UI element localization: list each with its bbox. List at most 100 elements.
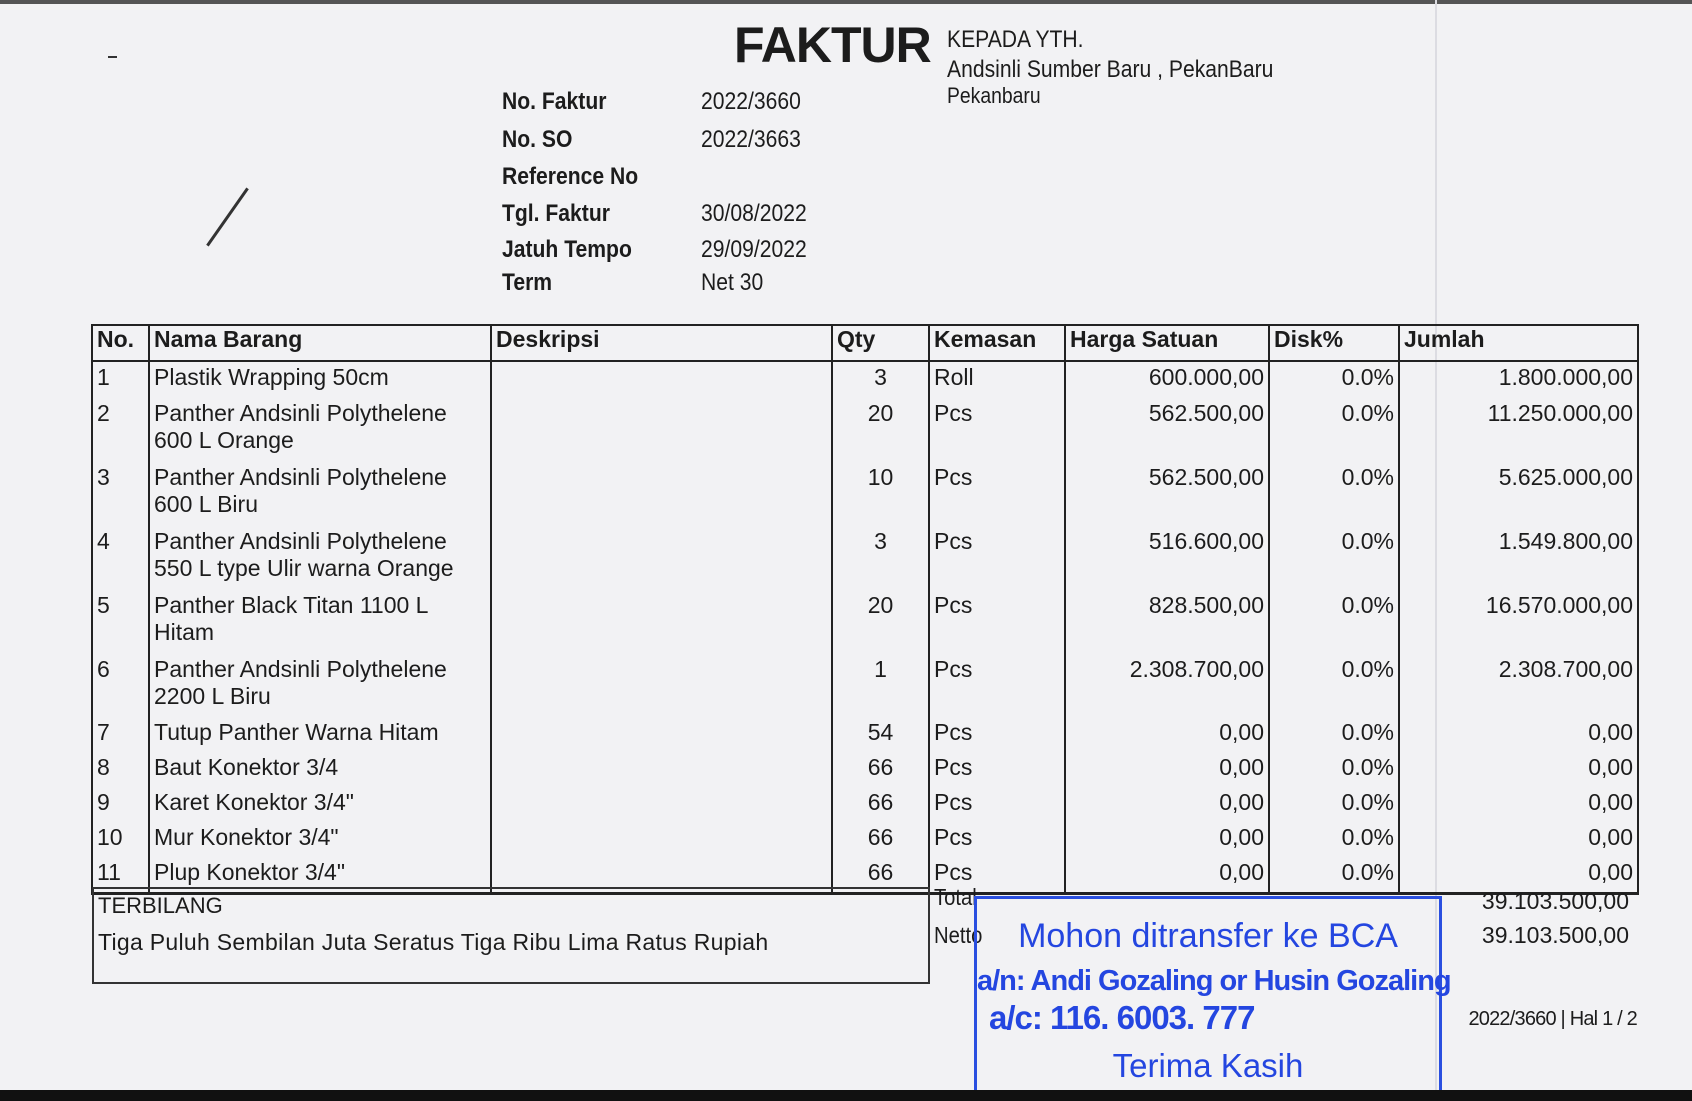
recipient-label: KEPADA YTH. [947, 26, 1084, 53]
cell-total: 5.625.000,00 [1398, 461, 1639, 525]
cell-no: 2 [91, 397, 150, 461]
meta-label: Jatuh Tempo [502, 236, 632, 263]
scan-edge-bottom [0, 1090, 1692, 1101]
cell-qty: 20 [831, 589, 930, 653]
cell-qty: 54 [831, 717, 930, 752]
cell-no: 9 [91, 787, 150, 822]
table-header-row: No. Nama Barang Deskripsi Qty Kemasan Ha… [91, 324, 1639, 362]
cell-no: 4 [91, 525, 150, 589]
cell-disc: 0.0% [1268, 752, 1400, 787]
table-row: 4 Panther Andsinli Polythelene 550 L type… [91, 525, 1639, 589]
cell-unit: Roll [928, 361, 1066, 397]
page-reference: 2022/3660 | Hal 1 / 2 [1468, 1008, 1637, 1030]
cell-price: 2.308.700,00 [1064, 653, 1270, 717]
cell-unit: Pcs [928, 397, 1066, 461]
recipient-name: Andsinli Sumber Baru , PekanBaru [947, 56, 1274, 83]
col-header-unit: Kemasan [928, 324, 1066, 362]
terbilang-label: TERBILANG [98, 893, 223, 918]
cell-price: 0,00 [1064, 857, 1270, 895]
cell-qty: 3 [831, 361, 930, 397]
cell-total: 1.800.000,00 [1398, 361, 1639, 397]
terbilang-text: Tiga Puluh Sembilan Juta Seratus Tiga Ri… [98, 929, 769, 955]
cell-desc [490, 653, 833, 717]
table-row: 7 Tutup Panther Warna Hitam 54 Pcs 0,00 0.0% 0… [91, 717, 1639, 752]
cell-qty: 20 [831, 397, 930, 461]
cell-disc: 0.0% [1268, 589, 1400, 653]
meta-label: Reference No [502, 163, 639, 190]
col-header-total: Jumlah [1398, 324, 1639, 362]
stamp-line-4: Terima Kasih [1112, 1047, 1304, 1084]
cell-unit: Pcs [928, 589, 1066, 653]
cell-desc [490, 461, 833, 525]
scan-edge-top [0, 0, 1692, 4]
meta-value: 2022/3660 [701, 88, 801, 115]
cell-unit: Pcs [928, 717, 1066, 752]
pen-mark [206, 187, 249, 247]
cell-price: 828.500,00 [1064, 589, 1270, 653]
items-table: No. Nama Barang Deskripsi Qty Kemasan Ha… [91, 324, 1639, 895]
cell-price: 0,00 [1064, 787, 1270, 822]
cell-disc: 0.0% [1268, 857, 1400, 895]
cell-disc: 0.0% [1268, 461, 1400, 525]
cell-name: Panther Andsinli Polythelene 600 L Biru [148, 461, 492, 525]
cell-name: Karet Konektor 3/4" [148, 787, 492, 822]
cell-price: 0,00 [1064, 822, 1270, 857]
cell-name: Baut Konektor 3/4 [148, 752, 492, 787]
bank-transfer-stamp: Mohon ditransfer ke BCA a/n: Andi Gozali… [974, 896, 1452, 1096]
stamp-line-1: Mohon ditransfer ke BCA [1018, 917, 1398, 955]
cell-qty: 10 [831, 461, 930, 525]
invoice-title: FAKTUR [734, 17, 932, 73]
cell-no: 6 [91, 653, 150, 717]
cell-name: Panther Black Titan 1100 L Hitam [148, 589, 492, 653]
cell-name: Panther Andsinli Polythelene 600 L Orang… [148, 397, 492, 461]
table-row: 1 Plastik Wrapping 50cm 3 Roll 600.000,00 0.0… [91, 361, 1639, 397]
cell-disc: 0.0% [1268, 361, 1400, 397]
cell-total: 2.308.700,00 [1398, 653, 1639, 717]
cell-unit: Pcs [928, 822, 1066, 857]
cell-qty: 66 [831, 787, 930, 822]
meta-value: 30/08/2022 [701, 200, 807, 227]
cell-name: Panther Andsinli Polythelene 550 L type … [148, 525, 492, 589]
cell-total: 0,00 [1398, 717, 1639, 752]
cell-no: 7 [91, 717, 150, 752]
cell-disc: 0.0% [1268, 717, 1400, 752]
cell-price: 0,00 [1064, 752, 1270, 787]
meta-label: Tgl. Faktur [502, 200, 610, 227]
cell-no: 1 [91, 361, 150, 397]
col-header-name: Nama Barang [148, 324, 492, 362]
cell-unit: Pcs [928, 752, 1066, 787]
cell-desc [490, 822, 833, 857]
cell-disc: 0.0% [1268, 787, 1400, 822]
cell-qty: 1 [831, 653, 930, 717]
col-header-disc: Disk% [1268, 324, 1400, 362]
cell-desc [490, 717, 833, 752]
cell-price: 516.600,00 [1064, 525, 1270, 589]
cell-total: 0,00 [1398, 822, 1639, 857]
cell-unit: Pcs [928, 525, 1066, 589]
table-row: 9 Karet Konektor 3/4" 66 Pcs 0,00 0.0% 0,00 [91, 787, 1639, 822]
cell-desc [490, 397, 833, 461]
table-row: 8 Baut Konektor 3/4 66 Pcs 0,00 0.0% 0,00 [91, 752, 1639, 787]
cell-name: Panther Andsinli Polythelene 2200 L Biru [148, 653, 492, 717]
col-header-desc: Deskripsi [490, 324, 833, 362]
stamp-line-2: a/n: Andi Gozaling or Husin Gozaling [977, 965, 1452, 997]
cell-unit: Pcs [928, 653, 1066, 717]
meta-label: No. SO [502, 126, 573, 153]
meta-value: 29/09/2022 [701, 236, 807, 263]
cell-total: 0,00 [1398, 787, 1639, 822]
cell-desc [490, 525, 833, 589]
cell-no: 3 [91, 461, 150, 525]
cell-name: Plastik Wrapping 50cm [148, 361, 492, 397]
col-header-qty: Qty [831, 324, 930, 362]
cell-total: 1.549.800,00 [1398, 525, 1639, 589]
cell-total: 0,00 [1398, 752, 1639, 787]
meta-value: Net 30 [701, 269, 764, 296]
total-label: Total [934, 884, 977, 910]
netto-value: 39.103.500,00 [1481, 922, 1629, 948]
col-header-no: No. [91, 324, 150, 362]
cell-name: Mur Konektor 3/4" [148, 822, 492, 857]
cell-disc: 0.0% [1268, 397, 1400, 461]
pen-mark-dot [108, 56, 117, 58]
cell-name: Tutup Panther Warna Hitam [148, 717, 492, 752]
cell-disc: 0.0% [1268, 822, 1400, 857]
